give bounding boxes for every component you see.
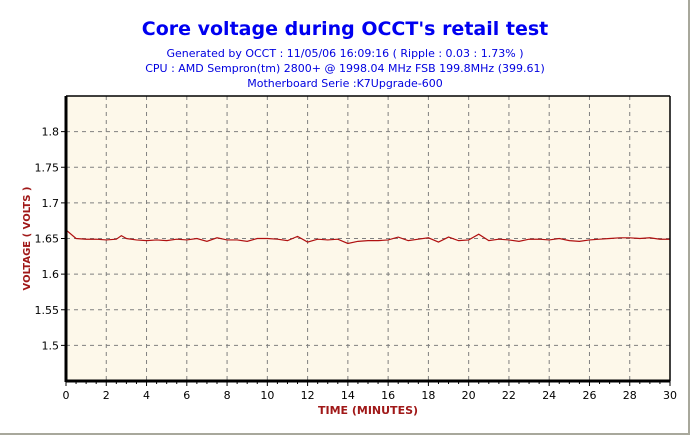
y-tick-label: 1.65 [35,233,60,246]
x-tick-label: 16 [381,389,395,402]
y-axis-label: VOLTAGE ( VOLTS ) [22,187,33,291]
chart-title: Core voltage during OCCT's retail test [141,18,549,40]
x-axis-label: TIME (MINUTES) [318,404,418,417]
x-tick-label: 4 [143,389,150,402]
y-tick-label: 1.55 [35,304,60,317]
x-tick-label: 28 [623,389,637,402]
x-tick-label: 2 [103,389,110,402]
y-tick-label: 1.75 [35,161,60,174]
window-border-bottom [0,433,690,435]
x-tick-label: 26 [582,389,596,402]
x-tick-label: 20 [462,389,476,402]
x-tick-label: 18 [421,389,435,402]
x-tick-label: 6 [183,389,190,402]
x-tick-label: 0 [63,389,70,402]
x-tick-label: 12 [301,389,315,402]
x-tick-label: 30 [663,389,677,402]
x-tick-label: 14 [341,389,355,402]
chart-subtitle-cpu: CPU : AMD Sempron(tm) 2800+ @ 1998.04 MH… [145,62,545,75]
y-tick-label: 1.8 [42,126,60,139]
chart-subtitle-motherboard: Motherboard Serie :K7Upgrade-600 [247,77,443,90]
plot-background [66,96,670,381]
y-tick-label: 1.7 [42,197,60,210]
x-tick-label: 8 [224,389,231,402]
y-tick-label: 1.6 [42,268,60,281]
chart-subtitle-generated: Generated by OCCT : 11/05/06 16:09:16 ( … [166,47,524,60]
voltage-series-line [65,229,670,245]
x-tick-label: 24 [542,389,556,402]
y-tick-label: 1.5 [42,339,60,352]
x-tick-label: 22 [502,389,516,402]
window-border-right [688,0,690,435]
x-tick-label: 10 [260,389,274,402]
